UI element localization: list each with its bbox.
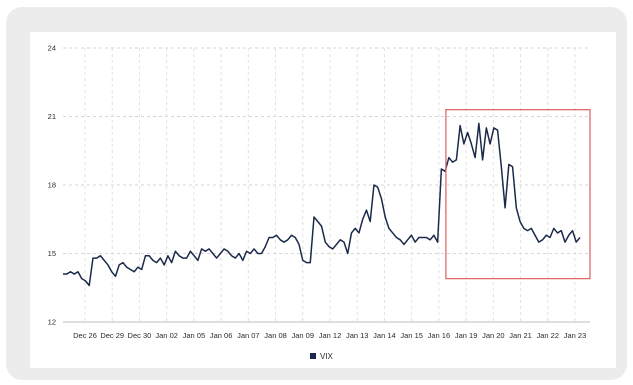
- x-tick-label: Jan 13: [346, 331, 369, 340]
- x-tick-label: Jan 22: [537, 331, 560, 340]
- chart-card: [30, 32, 616, 368]
- series-line-vix: [63, 122, 581, 287]
- x-tick-label: Dec 30: [128, 331, 152, 340]
- x-tick-label: Jan 08: [264, 331, 287, 340]
- y-tick-label: 12: [48, 318, 56, 327]
- legend-label-vix: VIX: [320, 352, 334, 361]
- x-tick-label: Jan 16: [428, 331, 451, 340]
- y-tick-label: 18: [48, 181, 56, 190]
- x-tick-label: Jan 02: [155, 331, 178, 340]
- x-tick-label: Dec 26: [73, 331, 97, 340]
- x-tick-label: Jan 09: [292, 331, 315, 340]
- legend-swatch-vix: [310, 353, 316, 359]
- x-tick-label: Jan 20: [482, 331, 505, 340]
- x-tick-label: Jan 15: [400, 331, 423, 340]
- y-tick-label: 24: [48, 44, 56, 53]
- x-tick-label: Jan 05: [183, 331, 206, 340]
- x-tick-label: Jan 23: [564, 331, 587, 340]
- y-tick-label: 15: [48, 249, 56, 258]
- x-tick-label: Jan 07: [237, 331, 260, 340]
- x-tick-label: Jan 14: [373, 331, 396, 340]
- y-tick-label: 21: [48, 112, 56, 121]
- highlight-box: [445, 109, 591, 280]
- x-tick-label: Jan 21: [509, 331, 532, 340]
- x-tick-label: Jan 12: [319, 331, 342, 340]
- x-tick-label: Jan 06: [210, 331, 233, 340]
- x-tick-label: Jan 19: [455, 331, 478, 340]
- x-tick-label: Dec 29: [100, 331, 124, 340]
